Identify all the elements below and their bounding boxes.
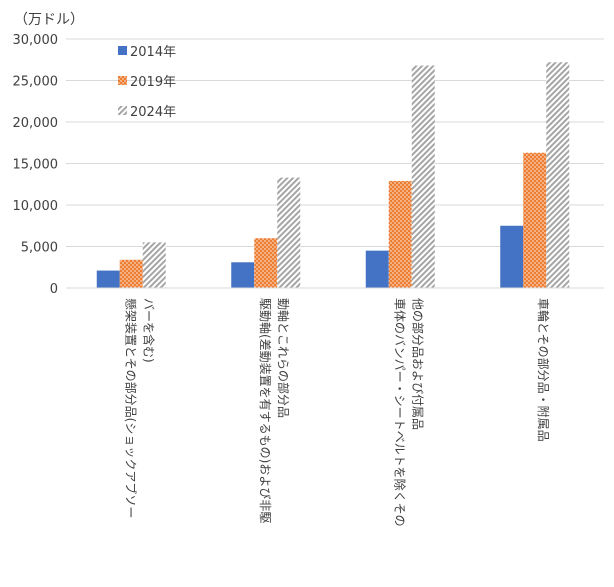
- legend-label: 2014年: [130, 45, 176, 60]
- bar-2019年-4: [523, 152, 547, 288]
- bar-2014年-4: [500, 225, 524, 288]
- x-axis-category-labels: 懸架装置とその部分品(ショックアブソー バーを含む) 駆動軸(差動装置を有するもの)…: [123, 298, 551, 527]
- legend-label: 2019年: [130, 75, 176, 90]
- bar-2019年-2: [254, 238, 278, 288]
- bar-2014年-1: [96, 270, 120, 288]
- bar-2024年-1: [142, 242, 166, 288]
- bar-2024年-4: [546, 62, 570, 288]
- legend-swatch: [118, 106, 127, 115]
- x-category-label: 懸架装置とその部分品(ショックアブソー: [123, 298, 138, 518]
- y-tick-label: 30,000: [13, 33, 59, 48]
- bar-2024年-3: [411, 65, 435, 288]
- bar-2019年-1: [119, 259, 143, 288]
- legend-swatch: [118, 46, 127, 55]
- x-category-label: 車輪とその部分品・附属品: [536, 298, 551, 442]
- legend-swatch: [118, 76, 127, 85]
- y-tick-label: 20,000: [13, 116, 59, 131]
- x-category-label: 他の部分品および付属品: [410, 298, 425, 430]
- bar-2024年-2: [277, 177, 301, 288]
- y-tick-label: 5,000: [21, 241, 58, 256]
- y-tick-label: 0: [50, 282, 58, 297]
- bar-2014年-2: [231, 262, 255, 288]
- y-tick-label: 25,000: [13, 75, 59, 90]
- legend: 2014年 2019年 2024年: [118, 45, 176, 120]
- bars: [96, 62, 570, 288]
- x-category-label: 車体のバンパー・シートベルトを除くその: [392, 298, 407, 527]
- y-axis-ticks: 0 5,000 10,000 15,000 20,000 25,000 30,000: [13, 33, 59, 297]
- x-category-label: 動軸とこれらの部分品: [276, 298, 291, 418]
- bar-2019年-3: [388, 180, 412, 288]
- y-tick-label: 10,000: [13, 199, 59, 214]
- x-category-label: バーを含む): [141, 298, 156, 363]
- x-category-label: 駆動軸(差動装置を有するもの)および非駆: [258, 298, 272, 523]
- legend-label: 2024年: [130, 105, 176, 120]
- y-tick-label: 15,000: [13, 158, 59, 173]
- y-axis-unit-label: （万ドル）: [14, 12, 84, 28]
- bar-2014年-3: [365, 250, 389, 288]
